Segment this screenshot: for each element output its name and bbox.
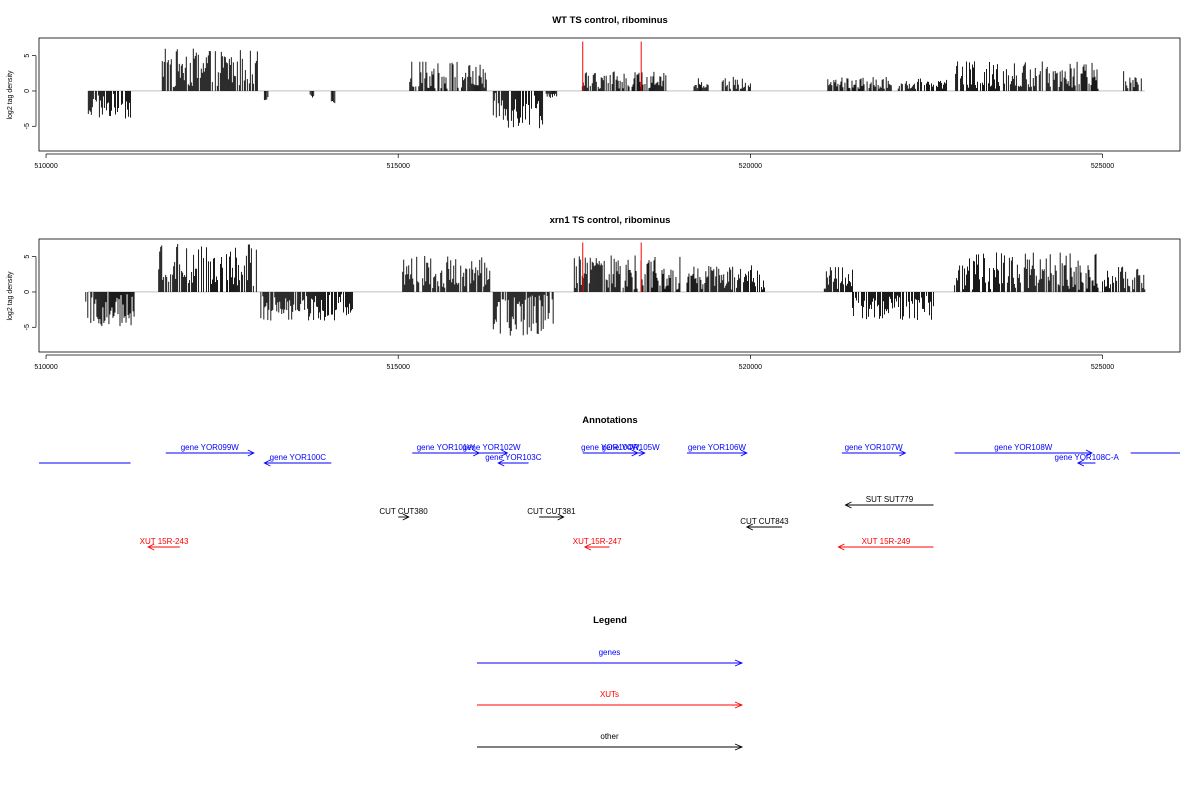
feature-label: SUT SUT779: [866, 495, 914, 504]
legend-arrowhead: [734, 701, 744, 709]
feature-label: gene YOR108W: [994, 443, 1053, 452]
strand-arrowhead: [263, 459, 271, 467]
annotation-feature: CUT CUT843: [740, 517, 789, 531]
xrn1-plot-frame: [38, 238, 1181, 353]
legend-item: XUTs: [477, 690, 744, 709]
annotation-feature: gene YOR100C: [263, 453, 332, 467]
annotation-feature: CUT CUT381: [527, 507, 576, 521]
y-tick-label: 0: [24, 89, 31, 93]
xrn1-coverage-panel: xrn1 TS control, ribominus log2 tag dens…: [7, 215, 1181, 371]
wt-coverage-panel: WT TS control, ribominus log2 tag densit…: [7, 15, 1181, 170]
legend-item: genes: [477, 648, 744, 667]
x-tick-label: 520000: [739, 364, 762, 371]
strand-arrowhead: [557, 513, 565, 521]
strand-arrowhead: [844, 501, 852, 509]
y-tick-label: -5: [24, 324, 31, 330]
annotation-feature: gene YOR103C: [485, 453, 542, 467]
feature-label: gene YOR102W: [462, 443, 521, 452]
feature-label: CUT CUT381: [527, 507, 576, 516]
strand-arrowhead: [837, 543, 845, 551]
annotation-feature: gene YOR099W: [165, 443, 255, 457]
x-tick-label: 510000: [34, 364, 57, 371]
legend-title: Legend: [593, 615, 627, 626]
x-tick-label: 520000: [739, 163, 762, 170]
feature-label: CUT CUT380: [379, 507, 428, 516]
legend-items: genes XUTs other: [477, 648, 744, 751]
legend-arrowhead: [734, 743, 744, 751]
strand-arrowhead: [501, 449, 509, 457]
y-tick-label: -5: [24, 123, 31, 129]
wt-axes: 510000 515000 520000 525000 -5 0 5: [24, 54, 1114, 170]
feature-label: XUT 15R-247: [573, 537, 622, 546]
xrn1-coverage-bars: [85, 242, 1146, 336]
feature-label: gene YOR103C: [485, 453, 542, 462]
feature-label: gene YOR105W: [602, 443, 661, 452]
strand-arrowhead: [497, 459, 505, 467]
wt-plot-frame: [38, 37, 1181, 152]
strand-arrowhead: [638, 449, 646, 457]
wt-panel-title: WT TS control, ribominus: [552, 15, 668, 26]
feature-label: CUT CUT843: [740, 517, 789, 526]
x-tick-label: 510000: [34, 163, 57, 170]
y-tick-label: 5: [24, 255, 31, 259]
x-tick-label: 525000: [1091, 364, 1114, 371]
xrn1-y-axis-label: log2 tag density: [7, 271, 14, 321]
strand-arrowhead: [147, 543, 155, 551]
legend-label: other: [600, 732, 619, 741]
annotation-feature: gene YOR108C-A: [1055, 453, 1120, 467]
annotation-feature: gene YOR106W: [686, 443, 748, 457]
annotation-feature: CUT CUT380: [379, 507, 428, 521]
legend-arrowhead: [734, 659, 744, 667]
annotation-feature: XUT 15R-249: [837, 537, 934, 551]
y-tick-label: 0: [24, 290, 31, 294]
feature-label: gene YOR107W: [845, 443, 904, 452]
strand-arrowhead: [1076, 459, 1085, 467]
wt-coverage-bars: [87, 41, 1145, 129]
annotation-feature: SUT SUT779: [844, 495, 934, 509]
annotations-title: Annotations: [582, 415, 637, 426]
strand-arrowhead: [1085, 449, 1093, 457]
feature-label: gene YOR108C-A: [1055, 453, 1120, 462]
legend-label: XUTs: [600, 690, 619, 699]
strand-arrowhead: [247, 449, 255, 457]
legend-item: other: [477, 732, 744, 751]
annotation-feature: gene YOR102W: [462, 443, 521, 457]
legend-label: genes: [599, 648, 621, 657]
annotation-feature: gene YOR107W: [841, 443, 907, 457]
feature-label: gene YOR101W: [417, 443, 476, 452]
annotation-feature: XUT 15R-243: [140, 537, 189, 551]
annotation-feature: XUT 15R-247: [573, 537, 622, 551]
strand-arrowhead: [740, 449, 748, 457]
x-tick-label: 515000: [387, 163, 410, 170]
annotation-feature: gene YOR105W: [602, 443, 661, 457]
y-tick-label: 5: [24, 54, 31, 58]
xrn1-axes: 510000 515000 520000 525000 -5 0 5: [24, 255, 1114, 371]
strand-arrowhead: [745, 523, 754, 531]
feature-label: XUT 15R-249: [862, 537, 911, 546]
feature-label: gene YOR104W: [581, 443, 640, 452]
legend-panel: Legend genes XUTs other: [477, 615, 744, 751]
wt-y-axis-label: log2 tag density: [7, 70, 14, 120]
feature-label: gene YOR106W: [688, 443, 747, 452]
feature-label: XUT 15R-243: [140, 537, 189, 546]
annotation-feature: gene YOR108W: [954, 443, 1093, 457]
x-tick-label: 525000: [1091, 163, 1114, 170]
strand-arrowhead: [899, 449, 907, 457]
xrn1-panel-title: xrn1 TS control, ribominus: [550, 215, 671, 226]
x-tick-label: 515000: [387, 364, 410, 371]
feature-label: gene YOR099W: [181, 443, 240, 452]
strand-arrowhead: [583, 543, 592, 551]
strand-arrowhead: [402, 513, 410, 521]
feature-label: gene YOR100C: [270, 453, 327, 462]
annotations-panel: Annotations gene YOR099W gene YOR100C gene…: [39, 415, 1180, 551]
